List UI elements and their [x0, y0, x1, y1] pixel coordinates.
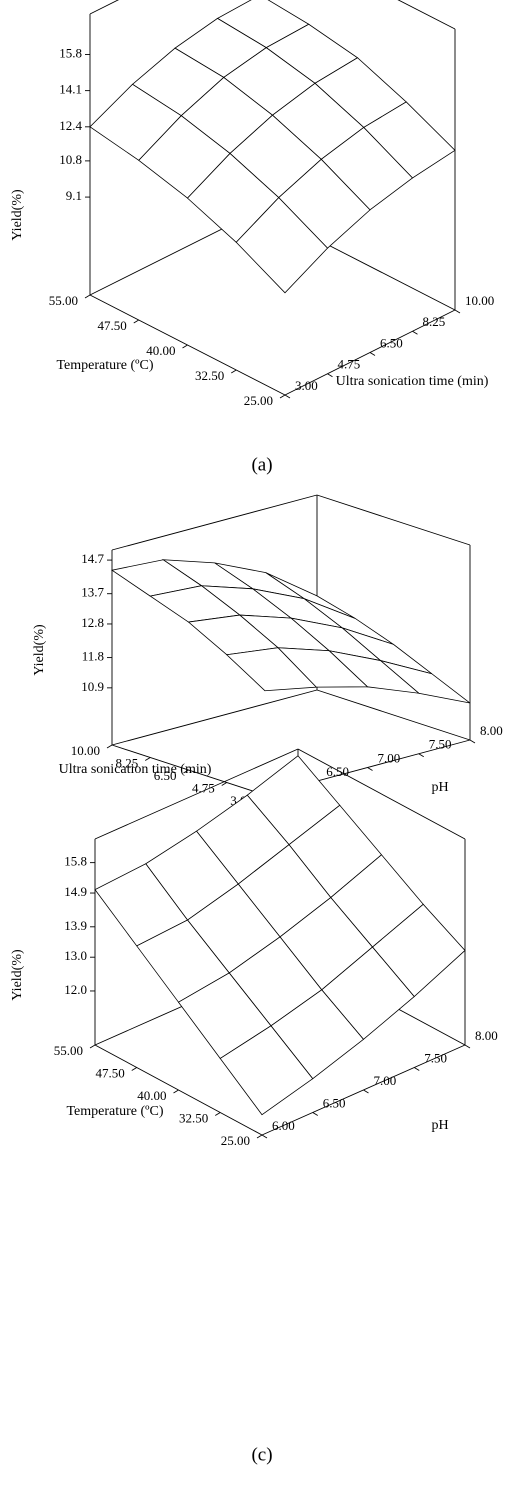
box-edge — [316, 689, 471, 741]
surface-cell — [219, 1025, 314, 1116]
x-axis-title: Ultra sonication time (min) — [59, 762, 212, 777]
x-tick — [84, 294, 91, 299]
y-tick-label: 6.50 — [323, 1095, 346, 1110]
z-axis-title: Yield(%) — [10, 949, 25, 1001]
x-tick-label: 6.50 — [154, 768, 177, 783]
y-tick-label: 7.50 — [424, 1050, 447, 1065]
x-tick-label: 32.50 — [195, 368, 224, 383]
z-tick-label: 15.8 — [59, 45, 82, 60]
x-tick — [279, 394, 286, 399]
y-tick — [418, 753, 424, 758]
y-tick — [312, 1112, 318, 1116]
x-tick — [106, 744, 113, 749]
x-tick-label: 40.00 — [146, 343, 175, 358]
z-tick-label: 12.8 — [81, 615, 104, 630]
z-axis-title: Yield(%) — [10, 189, 25, 241]
x-tick-label: 8.25 — [116, 755, 139, 770]
z-tick-label: 13.7 — [81, 585, 104, 600]
x-tick-label: 25.00 — [221, 1133, 250, 1148]
y-tick-label: 7.00 — [374, 1073, 397, 1088]
z-axis-title: Yield(%) — [32, 624, 47, 676]
y-tick — [469, 739, 476, 744]
y-tick — [367, 767, 373, 771]
x-tick — [145, 757, 151, 761]
y-tick — [284, 394, 291, 399]
x-tick — [256, 1134, 263, 1139]
x-tick — [231, 369, 237, 374]
y-tick-label: 4.75 — [338, 357, 361, 372]
y-tick-label: 7.00 — [378, 750, 401, 765]
y-axis-title: Ultra sonication time (min) — [336, 374, 489, 389]
y-tick — [464, 1044, 471, 1049]
y-tick-label: 6.50 — [380, 335, 403, 350]
caption: (c) — [251, 1444, 272, 1465]
x-tick — [215, 1112, 221, 1116]
surface-cell — [225, 647, 318, 692]
x-tick-label: 55.00 — [49, 293, 78, 308]
z-tick-label: 14.1 — [59, 82, 82, 97]
z-tick-label: 12.0 — [64, 982, 87, 997]
y-tick — [414, 1067, 420, 1071]
y-tick — [369, 352, 376, 356]
surface-cell — [235, 197, 329, 294]
z-tick-label: 10.8 — [59, 152, 82, 167]
x-tick-label: 25.00 — [244, 393, 273, 408]
x-axis-title: Temperature (ºC) — [66, 1104, 163, 1119]
y-tick — [454, 309, 461, 314]
box-edge — [316, 494, 471, 546]
y-axis-title: pH — [431, 1118, 448, 1133]
y-tick-label: 10.00 — [465, 293, 494, 308]
y-tick — [412, 330, 418, 335]
x-axis-title: Temperature (ºC) — [56, 358, 153, 373]
y-tick-label: 8.00 — [480, 723, 503, 738]
y-tick-label: 3.00 — [295, 378, 318, 393]
z-tick-label: 13.0 — [64, 948, 87, 963]
y-tick — [327, 373, 333, 378]
x-tick — [221, 782, 227, 786]
y-tick — [363, 1089, 369, 1094]
x-tick-label: 40.00 — [137, 1088, 166, 1103]
z-tick-label: 15.8 — [64, 854, 87, 869]
y-tick-label: 6.50 — [326, 764, 349, 779]
x-tick-label: 55.00 — [54, 1043, 83, 1058]
z-tick-label: 13.9 — [64, 918, 87, 933]
x-tick-label: 4.75 — [192, 780, 215, 795]
z-tick-label: 12.4 — [59, 118, 82, 133]
x-tick — [173, 1089, 179, 1094]
x-tick-label: 32.50 — [179, 1110, 208, 1125]
box-edge — [397, 0, 456, 30]
y-tick-label: 6.00 — [272, 1118, 295, 1133]
z-tick-label: 9.1 — [66, 188, 82, 203]
box-edge — [111, 494, 318, 551]
x-tick — [89, 1044, 96, 1049]
x-tick — [133, 319, 139, 324]
x-tick-label: 47.50 — [96, 1065, 125, 1080]
z-tick-label: 10.9 — [81, 679, 104, 694]
caption: (a) — [251, 454, 272, 475]
x-tick — [131, 1067, 137, 1071]
box-edge — [111, 689, 318, 746]
x-tick-label: 47.50 — [98, 318, 127, 333]
y-axis-title: pH — [431, 780, 448, 795]
x-tick-label: 10.00 — [71, 743, 100, 758]
y-tick-label: 8.00 — [475, 1028, 498, 1043]
z-tick-label: 14.9 — [64, 884, 87, 899]
y-tick-label: 7.50 — [429, 737, 452, 752]
box-edge — [297, 748, 466, 840]
z-tick-label: 14.7 — [81, 551, 104, 566]
x-tick — [183, 769, 189, 774]
box-edge — [94, 748, 299, 840]
y-tick — [261, 1134, 268, 1139]
z-tick-label: 11.8 — [82, 649, 104, 664]
x-tick — [182, 344, 188, 349]
y-tick-label: 8.25 — [423, 314, 446, 329]
